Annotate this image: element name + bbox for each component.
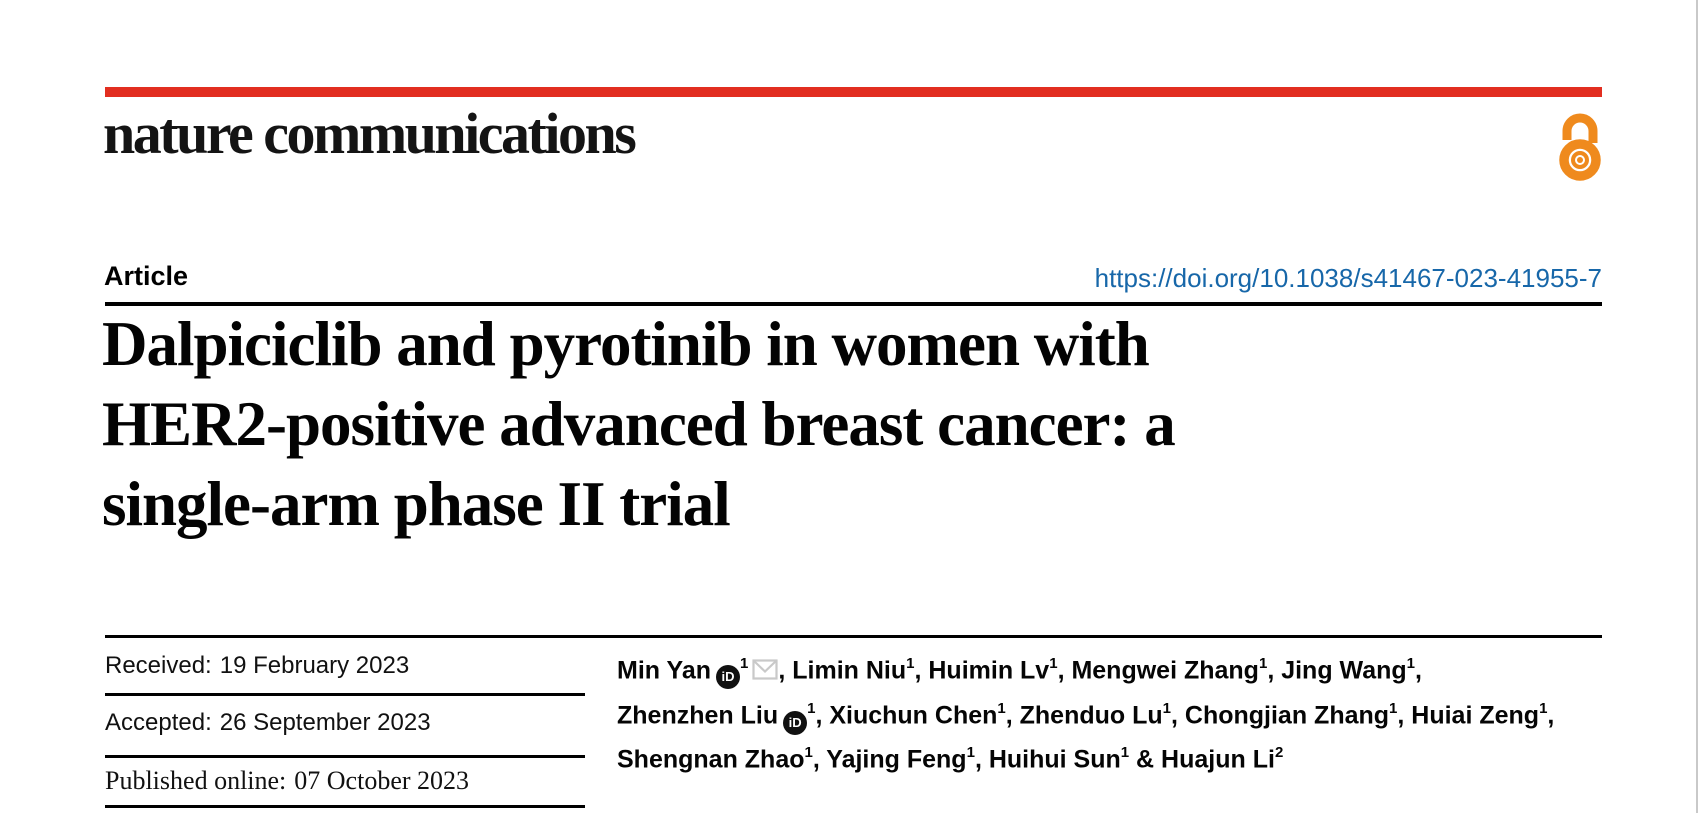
published-date-row: Published online: 07 October 2023 (105, 766, 469, 796)
affiliation-superscript: 1 (1120, 743, 1130, 761)
affiliation-superscript: 1 (1406, 655, 1415, 672)
affiliation-superscript: 1 (740, 655, 749, 672)
article-title-line-3: single-arm phase II trial (102, 469, 731, 539)
article-title-line-1: Dalpiciclib and pyrotinib in women with (102, 309, 1150, 379)
accepted-date-row: Accepted: 26 September 2023 (105, 709, 431, 737)
author-line: Min Yan iD1, Limin Niu1, Huimin Lv1, Meng… (617, 646, 1597, 691)
affiliation-superscript: 1 (1049, 655, 1058, 672)
header-divider (105, 302, 1602, 306)
title-block-divider (105, 635, 1602, 638)
author-line: Shengnan Zhao1, Yajing Feng1, Huihui Sun… (617, 743, 1284, 773)
affiliation-superscript: 1 (804, 743, 813, 761)
affiliation-superscript: 2 (1274, 743, 1284, 761)
affiliation-superscript: 1 (1389, 700, 1398, 718)
affiliation-superscript: 1 (997, 700, 1006, 718)
article-type-label: Article (104, 261, 189, 291)
journal-logo: nature communications (103, 101, 637, 166)
received-date-row: Received: 19 February 2023 (105, 652, 409, 680)
orcid-icon[interactable]: iD (716, 665, 741, 690)
published-value: 07 October 2023 (294, 766, 470, 795)
dates-divider-1 (105, 693, 585, 696)
received-value: 19 February 2023 (219, 652, 410, 679)
dates-divider-2 (105, 755, 585, 758)
brand-accent-bar (105, 87, 1602, 97)
doi-link[interactable]: https://doi.org/10.1038/s41467-023-41955… (1094, 263, 1602, 293)
author-line: Zhenzhen Liu iD1, Xiuchun Chen1, Zhenduo … (617, 691, 1597, 735)
email-icon[interactable] (752, 653, 778, 691)
affiliation-superscript: 1 (906, 655, 915, 672)
accepted-label: Accepted: (105, 709, 212, 736)
published-label: Published online: (105, 766, 287, 795)
orcid-icon[interactable]: iD (783, 710, 808, 735)
affiliation-superscript: 1 (1258, 655, 1268, 672)
affiliation-superscript: 1 (1162, 700, 1172, 718)
accepted-value: 26 September 2023 (219, 709, 431, 736)
article-title: Dalpiciclib and pyrotinib in women with … (102, 304, 1502, 544)
article-title-line-2: HER2-positive advanced breast cancer: a (102, 389, 1176, 459)
affiliation-superscript: 1 (807, 700, 816, 718)
affiliation-superscript: 1 (966, 743, 975, 761)
received-label: Received: (105, 652, 212, 679)
page-edge-border (1696, 0, 1698, 813)
affiliation-superscript: 1 (1539, 700, 1548, 718)
open-access-icon (1558, 107, 1602, 181)
author-list: Min Yan iD1, Limin Niu1, Huimin Lv1, Meng… (617, 646, 1597, 778)
dates-divider-3 (105, 805, 585, 808)
